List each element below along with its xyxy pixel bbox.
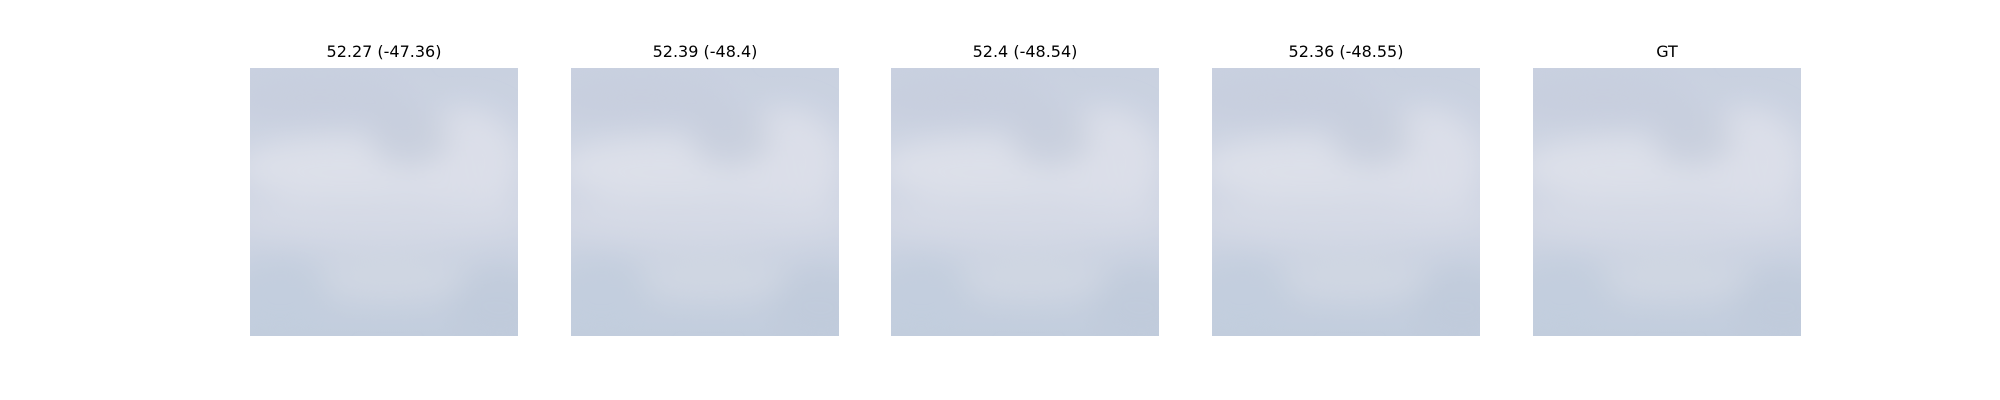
sky-image: [1212, 68, 1480, 336]
sky-image: [571, 68, 839, 336]
sky-image: [891, 68, 1159, 336]
sky-image: [250, 68, 518, 336]
panel-title: 52.39 (-48.4): [652, 42, 758, 61]
panel-1: 52.27 (-47.36): [250, 0, 518, 340]
panel-title: GT: [1656, 42, 1678, 61]
sky-image: [1533, 68, 1801, 336]
panel-title: 52.36 (-48.55): [1288, 42, 1404, 61]
panel-4: 52.36 (-48.55): [1212, 0, 1480, 340]
panel-5-ground-truth: GT: [1533, 0, 1801, 340]
panel-3: 52.4 (-48.54): [891, 0, 1159, 340]
panel-title: 52.27 (-47.36): [326, 42, 442, 61]
panel-title: 52.4 (-48.54): [972, 42, 1078, 61]
panel-2: 52.39 (-48.4): [571, 0, 839, 340]
